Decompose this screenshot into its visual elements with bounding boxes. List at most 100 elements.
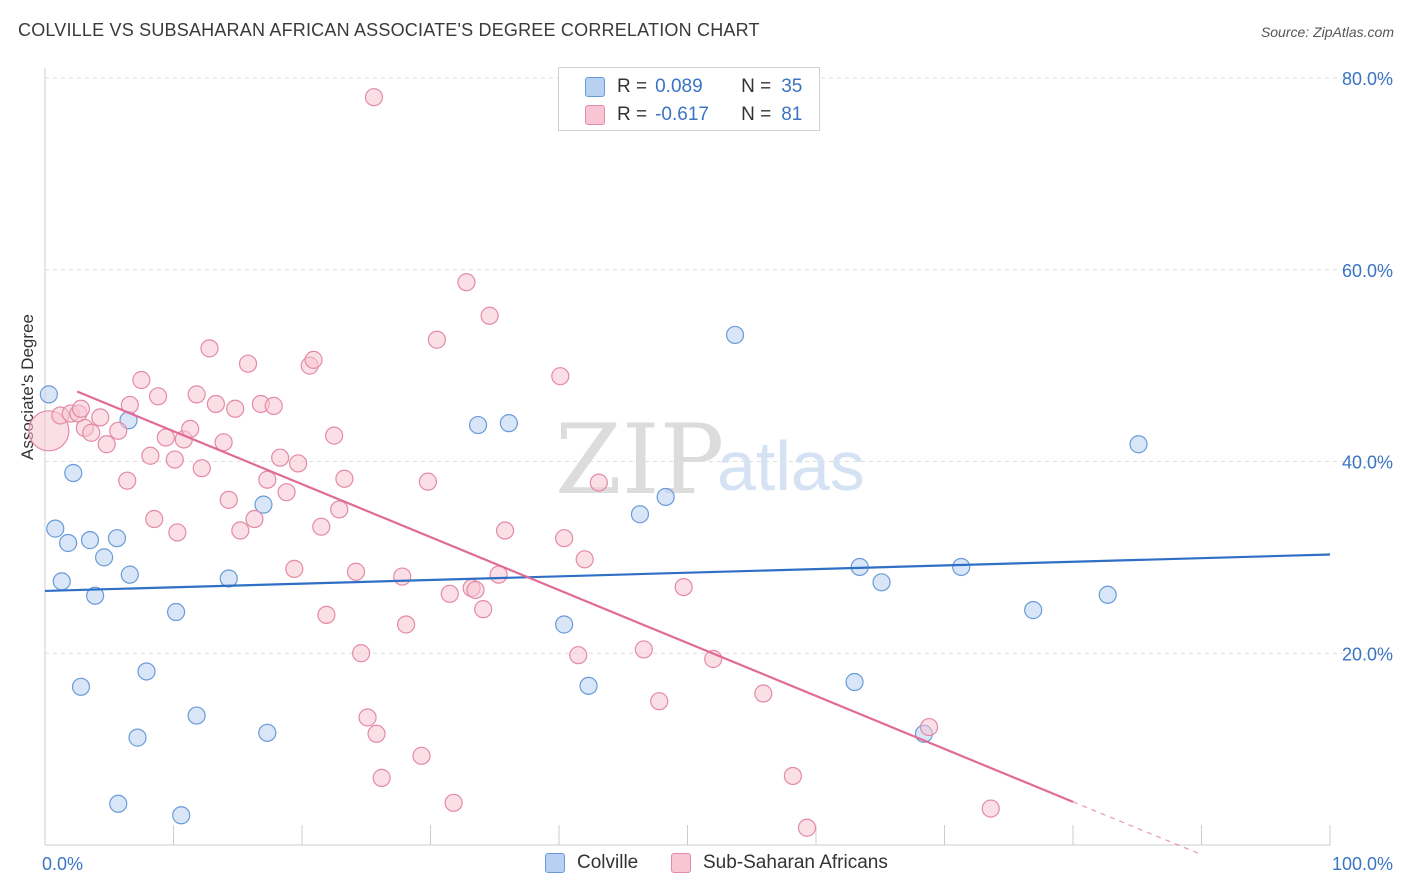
colville-point xyxy=(219,569,238,588)
subsaharan-point xyxy=(981,799,1000,818)
subsaharan-point xyxy=(364,88,384,107)
subsaharan-point xyxy=(141,446,160,465)
legend-row-subsaharan: R = -0.617 N = 81 xyxy=(559,101,802,129)
n-label: N = xyxy=(741,104,772,125)
colville-point xyxy=(39,385,58,404)
colville-legend-label: Colville xyxy=(577,852,639,873)
subsaharan-point xyxy=(569,646,588,665)
colville-point xyxy=(166,602,186,622)
legend-item-subsaharan: Sub-Saharan Africans xyxy=(671,852,888,874)
colville-point xyxy=(254,495,273,514)
y-tick-label: 60.0% xyxy=(1342,261,1393,281)
colville-point xyxy=(86,586,105,605)
colville-point xyxy=(187,706,206,725)
subsaharan-point xyxy=(271,448,290,467)
n-label: N = xyxy=(741,76,772,97)
subsaharan-point xyxy=(145,509,164,529)
subsaharan-point xyxy=(367,724,386,743)
subsaharan-point xyxy=(312,517,331,536)
colville-point xyxy=(468,415,488,435)
subsaharan-point xyxy=(551,367,570,386)
subsaharan-point xyxy=(264,396,283,415)
subsaharan-point xyxy=(358,708,377,727)
subsaharan-point xyxy=(165,450,184,469)
y-tick-label: 20.0% xyxy=(1342,644,1393,664)
subsaharan-point xyxy=(555,529,574,548)
subsaharan-point xyxy=(335,469,354,488)
colville-point xyxy=(258,723,277,742)
subsaharan-point xyxy=(238,354,258,373)
x-tick-label-max: 100.0% xyxy=(1332,854,1393,874)
subsaharan-r-value: -0.617 xyxy=(655,104,709,125)
source-label: Source: ZipAtlas.com xyxy=(1260,24,1394,40)
data-points xyxy=(28,88,1148,837)
subsaharan-point xyxy=(277,483,296,502)
subsaharan-point xyxy=(575,550,594,569)
colville-point xyxy=(1129,435,1148,454)
subsaharan-point xyxy=(118,471,137,490)
subsaharan-point xyxy=(219,490,238,509)
colville-point xyxy=(52,572,71,591)
subsaharan-point xyxy=(231,521,250,540)
colville-point xyxy=(1024,601,1043,620)
colville-n-value: 35 xyxy=(781,76,803,97)
colville-point xyxy=(630,505,650,524)
colville-point xyxy=(172,806,191,825)
colville-point xyxy=(109,794,128,813)
subsaharan-point xyxy=(440,584,459,603)
subsaharan-legend-swatch xyxy=(671,853,691,873)
subsaharan-point xyxy=(427,330,447,349)
colville-point xyxy=(579,676,598,695)
subsaharan-point xyxy=(474,600,493,619)
colville-point xyxy=(107,529,127,548)
watermark-atlas: atlas xyxy=(717,427,865,505)
subsaharan-point xyxy=(192,459,211,478)
subsaharan-n-value: 81 xyxy=(781,104,803,125)
subsaharan-point xyxy=(919,717,939,737)
subsaharan-point xyxy=(285,559,304,578)
subsaharan-legend-label: Sub-Saharan Africans xyxy=(703,852,888,873)
x-tick-label-min: 0.0% xyxy=(42,854,83,874)
subsaharan-point xyxy=(418,472,438,491)
colville-point xyxy=(656,487,675,507)
subsaharan-trend-extension xyxy=(1072,801,1202,856)
r-label: R = xyxy=(617,76,648,97)
subsaharan-point xyxy=(797,818,817,837)
legend-row-colville: R = 0.089 N = 35 xyxy=(559,73,802,101)
subsaharan-point xyxy=(634,640,653,659)
subsaharan-point xyxy=(754,684,773,703)
colville-point xyxy=(872,573,891,592)
subsaharan-point xyxy=(258,470,277,489)
subsaharan-point xyxy=(396,615,416,634)
legend-item-colville: Colville xyxy=(545,852,638,874)
subsaharan-point xyxy=(393,567,412,586)
subsaharan-point xyxy=(650,692,669,711)
subsaharan-swatch xyxy=(585,105,605,125)
colville-point xyxy=(952,557,971,577)
subsaharan-point xyxy=(346,562,366,581)
subsaharan-point xyxy=(480,306,499,325)
subsaharan-point xyxy=(457,273,476,292)
subsaharan-point xyxy=(245,509,264,529)
colville-point xyxy=(64,463,83,483)
colville-swatch xyxy=(585,77,605,97)
colville-r-value: 0.089 xyxy=(655,76,703,97)
axes xyxy=(44,68,1331,846)
subsaharan-point xyxy=(97,435,116,454)
subsaharan-point xyxy=(325,426,344,445)
colville-point xyxy=(1098,585,1117,604)
subsaharan-point xyxy=(495,521,515,540)
subsaharan-point xyxy=(91,408,110,427)
trend-lines xyxy=(44,390,1331,856)
colville-point xyxy=(95,548,114,567)
y-tick-label: 40.0% xyxy=(1342,453,1393,473)
series-legend: Colville Sub-Saharan Africans xyxy=(0,852,1406,878)
subsaharan-point xyxy=(187,385,206,404)
colville-point xyxy=(128,728,147,747)
subsaharan-point xyxy=(352,644,371,663)
subsaharan-point xyxy=(783,766,802,786)
colville-point xyxy=(71,677,91,696)
y-tick-label: 80.0% xyxy=(1342,69,1393,89)
